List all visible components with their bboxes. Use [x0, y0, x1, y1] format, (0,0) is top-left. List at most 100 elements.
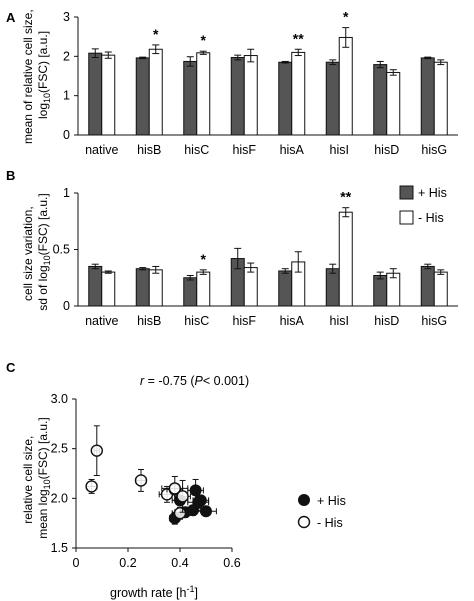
chart-c-annotation: r = -0.75 (P< 0.001): [140, 374, 249, 388]
chart-a-ytick-label: 0: [63, 128, 70, 142]
chart-a-bar-minus-his: [291, 51, 306, 136]
chart-c-xtick-label: 0.4: [171, 556, 188, 570]
chart-b-category-label: hisC: [184, 314, 209, 328]
chart-a-bar-minus-his: [148, 48, 163, 136]
chart-a-bar-plus-his: [230, 57, 245, 136]
chart-a-ylabel: mean of relative cell size, log10(FSC) […: [21, 6, 52, 144]
chart-a-bar-minus-his: [338, 36, 353, 136]
chart-b-ylabel-line2: sd of log10(FSC) [a.u.]: [36, 193, 52, 310]
chart-c-point-plus-his: [194, 494, 207, 507]
chart-a: mean of relative cell size, log10(FSC) […: [21, 6, 458, 157]
chart-c-ylabel-line2: mean log10(FSC) [a.u.]: [36, 417, 52, 538]
chart-a-bar-minus-his: [196, 52, 211, 136]
legend-scatter-plus-marker: [298, 494, 310, 506]
chart-b: cell size variation, sd of log10(FSC) [a…: [21, 186, 458, 328]
chart-a-bar-minus-his: [101, 54, 116, 136]
chart-c-ylabel-line1: relative cell size,: [21, 436, 35, 524]
chart-c-ytick-label: 1.5: [51, 541, 68, 555]
chart-b-ytick-label: 0: [63, 299, 70, 313]
chart-a-bar-minus-his: [243, 55, 258, 136]
chart-c-point-minus-his: [90, 444, 104, 457]
chart-b-bar-plus-his: [420, 265, 435, 307]
chart-a-bar-plus-his: [278, 61, 293, 136]
chart-c-point-minus-his: [173, 507, 187, 520]
chart-b-ytick-label: 0.5: [53, 243, 70, 257]
chart-c-point-minus-his: [85, 480, 98, 493]
legend-minus-his-swatch: [399, 210, 414, 225]
chart-b-category-label: hisD: [374, 314, 399, 328]
chart-b-ylabel-line1: cell size variation,: [21, 206, 35, 301]
chart-a-significance-marker: *: [153, 26, 159, 42]
legend-plus-his-label: + His: [418, 186, 447, 200]
chart-a-significance-marker: **: [293, 30, 304, 46]
legend-scatter-minus-label: - His: [317, 516, 343, 530]
chart-a-bar-plus-his: [420, 57, 435, 136]
chart-a-category-label: hisF: [232, 143, 256, 157]
chart-b-category-label: hisI: [330, 314, 349, 328]
chart-a-ytick-label: 1: [63, 89, 70, 103]
legend-scatter-minus-marker: [297, 515, 311, 529]
chart-b-significance-marker: **: [340, 189, 351, 205]
chart-b-bar-minus-his: [101, 271, 116, 307]
chart-b-bar-minus-his: [196, 271, 211, 307]
chart-b-bar-minus-his: [433, 271, 448, 307]
chart-a-significance-marker: *: [201, 32, 207, 48]
chart-c-ytick-label: 3.0: [51, 392, 68, 406]
chart-a-bar-plus-his: [373, 64, 388, 136]
chart-b-bar-plus-his: [88, 265, 103, 307]
chart-b-bar-plus-his: [373, 274, 388, 307]
legend-minus-his-label: - His: [418, 211, 444, 225]
chart-c-point-plus-his: [189, 484, 202, 497]
chart-c-point-minus-his: [176, 490, 189, 503]
chart-b-significance-marker: *: [201, 251, 207, 267]
chart-c-point-plus-his: [200, 505, 212, 518]
chart-b-category-label: hisF: [232, 314, 256, 328]
chart-a-bar-minus-his: [386, 71, 401, 136]
chart-b-bar-plus-his: [278, 270, 293, 307]
chart-c-xlabel: growth rate [h-1]: [110, 584, 198, 600]
chart-a-category-label: hisD: [374, 143, 399, 157]
chart-c-ylabel: relative cell size, mean log10(FSC) [a.u…: [21, 417, 52, 538]
chart-a-category-label: hisI: [330, 143, 349, 157]
chart-a-category-label: hisG: [421, 143, 447, 157]
chart-b-bar-plus-his: [135, 268, 150, 307]
chart-b-bar-plus-his: [183, 277, 198, 307]
chart-b-category-label: hisA: [280, 314, 305, 328]
chart-c-ytick-label: 2.0: [51, 491, 68, 505]
chart-b-category-label: native: [85, 314, 118, 328]
chart-b-bar-plus-his: [325, 268, 340, 307]
chart-c-ytick-label: 2.5: [51, 442, 68, 456]
chart-a-ytick-label: 3: [63, 10, 70, 24]
chart-a-significance-marker: *: [343, 9, 349, 25]
chart-a-ytick-label: 2: [63, 49, 70, 63]
chart-a-bar-plus-his: [88, 52, 103, 136]
chart-b-bar-minus-his: [243, 267, 258, 307]
chart-b-category-label: hisB: [137, 314, 161, 328]
chart-a-ylabel-line2: log10(FSC) [a.u.]: [36, 31, 52, 119]
chart-b-category-label: hisG: [421, 314, 447, 328]
chart-a-bar-plus-his: [135, 57, 150, 136]
chart-b-bar-minus-his: [338, 211, 353, 307]
panel-label-b: B: [6, 168, 15, 183]
chart-a-bar-minus-his: [433, 61, 448, 136]
chart-a-bar-plus-his: [183, 60, 198, 136]
chart-b-bar-minus-his: [148, 269, 163, 307]
chart-c-xtick-label: 0.6: [223, 556, 240, 570]
legend-scatter-plus-label: + His: [317, 494, 346, 508]
chart-c-point-minus-his: [134, 474, 148, 487]
chart-a-category-label: native: [85, 143, 118, 157]
chart-b-ylabel: cell size variation, sd of log10(FSC) [a…: [21, 193, 52, 310]
panel-label-c: C: [6, 360, 16, 375]
chart-a-category-label: hisA: [280, 143, 305, 157]
chart-b-ytick-label: 1: [63, 186, 70, 200]
chart-a-bar-plus-his: [325, 61, 340, 136]
panel-label-a: A: [6, 10, 16, 25]
legend-scatter: + His - His: [297, 494, 346, 530]
chart-a-ylabel-line1: mean of relative cell size,: [21, 9, 35, 144]
chart-a-category-label: hisB: [137, 143, 161, 157]
chart-c-xtick-label: 0: [73, 556, 80, 570]
chart-a-category-label: hisC: [184, 143, 209, 157]
legend-plus-his-swatch: [399, 185, 414, 200]
chart-c: relative cell size, mean log10(FSC) [a.u…: [21, 374, 249, 600]
